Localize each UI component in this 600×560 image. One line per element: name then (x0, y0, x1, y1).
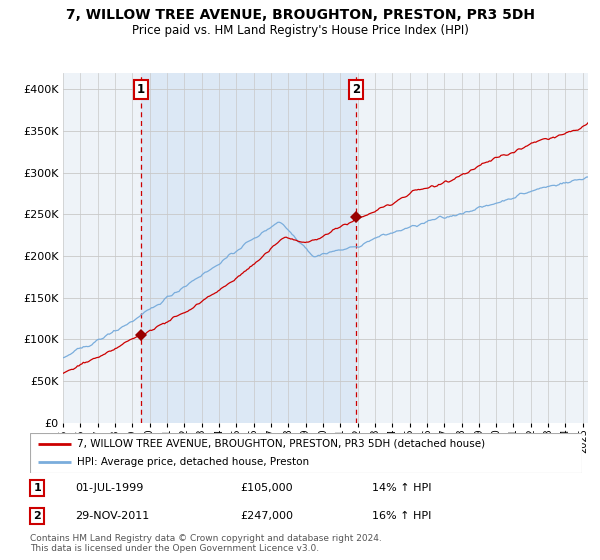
Text: 7, WILLOW TREE AVENUE, BROUGHTON, PRESTON, PR3 5DH: 7, WILLOW TREE AVENUE, BROUGHTON, PRESTO… (65, 8, 535, 22)
Text: 2: 2 (34, 511, 41, 521)
Text: 14% ↑ HPI: 14% ↑ HPI (372, 483, 431, 493)
Text: 16% ↑ HPI: 16% ↑ HPI (372, 511, 431, 521)
Bar (141, 73, 356, 423)
Text: 2: 2 (352, 83, 360, 96)
Text: 01-JUL-1999: 01-JUL-1999 (75, 483, 143, 493)
Text: HPI: Average price, detached house, Preston: HPI: Average price, detached house, Pres… (77, 458, 309, 467)
Text: 1: 1 (34, 483, 41, 493)
Text: 29-NOV-2011: 29-NOV-2011 (75, 511, 149, 521)
Text: £105,000: £105,000 (240, 483, 293, 493)
Text: 1: 1 (137, 83, 145, 96)
Text: 7, WILLOW TREE AVENUE, BROUGHTON, PRESTON, PR3 5DH (detached house): 7, WILLOW TREE AVENUE, BROUGHTON, PRESTO… (77, 439, 485, 449)
Text: £247,000: £247,000 (240, 511, 293, 521)
Text: Price paid vs. HM Land Registry's House Price Index (HPI): Price paid vs. HM Land Registry's House … (131, 24, 469, 36)
Text: Contains HM Land Registry data © Crown copyright and database right 2024.
This d: Contains HM Land Registry data © Crown c… (30, 534, 382, 553)
